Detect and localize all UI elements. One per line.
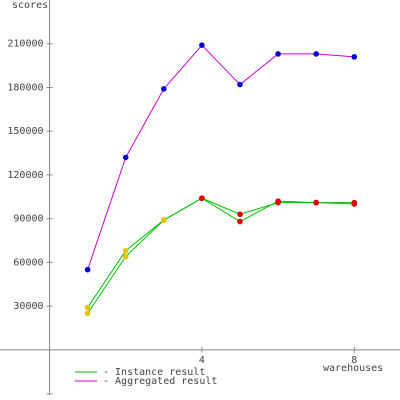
line bbox=[87, 197, 355, 308]
y-tick-label: 180000 bbox=[7, 82, 43, 93]
point bbox=[84, 266, 91, 273]
point bbox=[237, 211, 243, 218]
y-tick-label: 60000 bbox=[13, 257, 43, 268]
point bbox=[161, 86, 167, 92]
y-axis-label: scores bbox=[12, 0, 48, 11]
point bbox=[199, 42, 205, 48]
legend-label: - Aggregated result bbox=[103, 376, 217, 387]
y-tick-label: 120000 bbox=[7, 170, 43, 181]
point bbox=[313, 51, 319, 57]
y-tick-label: 150000 bbox=[7, 126, 43, 137]
point bbox=[199, 195, 205, 202]
point bbox=[275, 51, 281, 57]
point bbox=[84, 310, 91, 317]
point bbox=[351, 54, 358, 60]
legend-label: - Instance result bbox=[103, 367, 205, 378]
point bbox=[351, 201, 358, 207]
point bbox=[237, 218, 243, 225]
point bbox=[84, 304, 91, 311]
point bbox=[122, 154, 129, 161]
x-axis-label: warehouses bbox=[323, 363, 383, 374]
point bbox=[275, 198, 281, 204]
x-tick-label: 8 bbox=[351, 355, 357, 366]
y-tick-label: 210000 bbox=[7, 39, 43, 50]
y-tick-label: 90000 bbox=[13, 214, 43, 225]
y-tick-label: 30000 bbox=[13, 301, 43, 312]
point bbox=[161, 217, 167, 223]
point bbox=[122, 253, 129, 260]
x-tick-label: 4 bbox=[199, 355, 205, 366]
point bbox=[122, 247, 129, 254]
point bbox=[237, 81, 243, 88]
point bbox=[313, 199, 319, 206]
line bbox=[87, 44, 355, 270]
line bbox=[87, 197, 355, 314]
